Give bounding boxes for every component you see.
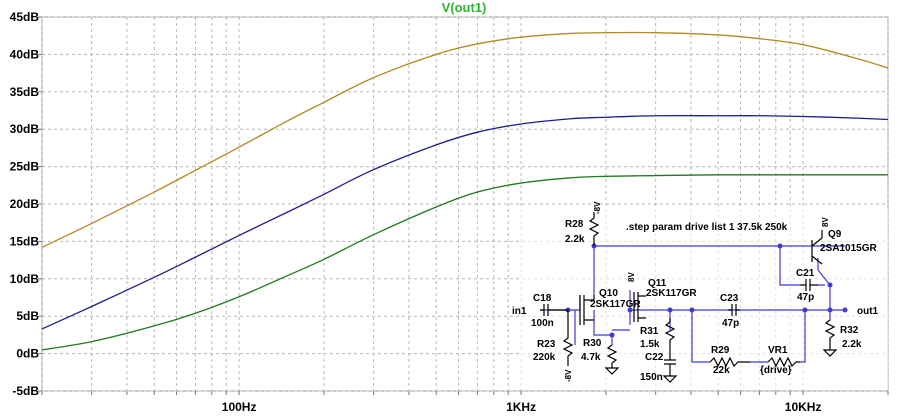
- resistor-r23: [562, 310, 574, 366]
- capacitor-c18: [540, 304, 568, 316]
- y-tick-label: 30dB: [10, 122, 40, 136]
- resistor-r28: [588, 212, 600, 246]
- r28-rail: -8V: [593, 201, 602, 214]
- resistor-r29: [709, 356, 750, 368]
- c21-value: 47p: [797, 292, 814, 303]
- q10-model: 2SK117GR: [590, 299, 641, 310]
- r29-label: R29: [711, 345, 730, 356]
- y-tick-label: 5dB: [16, 309, 39, 323]
- resistor-r32: [822, 319, 838, 357]
- schematic: .step param drive list 1 37.5k 250k R28 …: [512, 201, 888, 390]
- c18-label: C18: [533, 293, 552, 304]
- r30-label: R30: [583, 338, 602, 349]
- r28-value: 2.2k: [565, 234, 585, 245]
- r28-label: R28: [565, 219, 584, 230]
- y-tick-label: 0dB: [16, 347, 39, 361]
- node: [802, 307, 808, 313]
- in1-label: in1: [512, 306, 527, 317]
- r23-rail: -8V: [564, 369, 573, 382]
- series-line-2: [41, 114, 889, 330]
- resistor-r30: [604, 344, 620, 375]
- y-tick-label: -5dB: [12, 384, 39, 398]
- c22-label: C22: [645, 352, 664, 363]
- chart-title: V(out1): [442, 0, 487, 15]
- capacitor-c21: [800, 279, 818, 291]
- q11-model: 2SK117GR: [646, 288, 697, 299]
- series-line-3: [41, 174, 888, 351]
- series-line-1: [41, 31, 889, 248]
- x-axis-ticks: 100Hz 1KHz 10KHz: [222, 400, 822, 414]
- vr1-value: {drive}: [760, 365, 792, 376]
- r29-value: 22k: [713, 365, 730, 376]
- resistor-vr1: [767, 356, 800, 368]
- y-tick-label: 40dB: [10, 47, 40, 61]
- node: [609, 332, 615, 338]
- c23-value: 47p: [722, 318, 739, 329]
- x-tick-label: 100Hz: [222, 400, 257, 414]
- x-tick-label: 1KHz: [506, 400, 536, 414]
- r30-value: 4.7k: [581, 352, 601, 363]
- step-directive: .step param drive list 1 37.5k 250k: [626, 222, 788, 233]
- r32-value: 2.2k: [842, 339, 862, 350]
- y-tick-label: 45dB: [10, 10, 40, 24]
- q9-model: 2SA1015GR: [820, 243, 877, 254]
- r31-label: R31: [640, 326, 659, 337]
- c23-label: C23: [720, 293, 739, 304]
- series-group: [41, 31, 889, 351]
- node: [667, 307, 673, 313]
- y-tick-label: 25dB: [10, 160, 40, 174]
- y-tick-label: 20dB: [10, 197, 40, 211]
- x-tick-label: 10KHz: [785, 400, 822, 414]
- q11-label: Q11: [648, 278, 667, 289]
- grid: [38, 16, 889, 395]
- out1-label: out1: [857, 306, 879, 317]
- q9-label: Q9: [828, 229, 842, 240]
- q10-label: Q10: [599, 288, 618, 299]
- c18-value: 100n: [531, 318, 554, 329]
- node: [827, 307, 833, 313]
- transistor-q10: [579, 295, 595, 325]
- node: [689, 307, 695, 313]
- node: [627, 307, 633, 313]
- transistor-q9: [811, 230, 823, 265]
- resistor-r31: [664, 318, 676, 345]
- capacitor-c23: [728, 304, 740, 316]
- q9-rail: 8V: [821, 217, 830, 227]
- vr1-label: VR1: [768, 345, 788, 356]
- r23-label: R23: [537, 339, 556, 350]
- node: [777, 243, 783, 249]
- node: [842, 307, 848, 313]
- c21-label: C21: [796, 268, 815, 279]
- y-tick-label: 10dB: [10, 272, 40, 286]
- r31-value: 1.5k: [640, 339, 660, 350]
- c22-value: 150n: [640, 372, 663, 383]
- q11-rail: 8V: [627, 272, 636, 282]
- node: [827, 282, 833, 288]
- capacitor-c22: [662, 345, 678, 383]
- r23-value: 220k: [533, 352, 556, 363]
- y-axis-ticks: -5dB 0dB 5dB 10dB 15dB 20dB 25dB 30dB 35dB 40dB 45…: [10, 10, 40, 398]
- r32-label: R32: [840, 325, 859, 336]
- transistor-q11: [633, 292, 646, 322]
- y-tick-label: 35dB: [10, 85, 40, 99]
- y-tick-label: 15dB: [10, 234, 40, 248]
